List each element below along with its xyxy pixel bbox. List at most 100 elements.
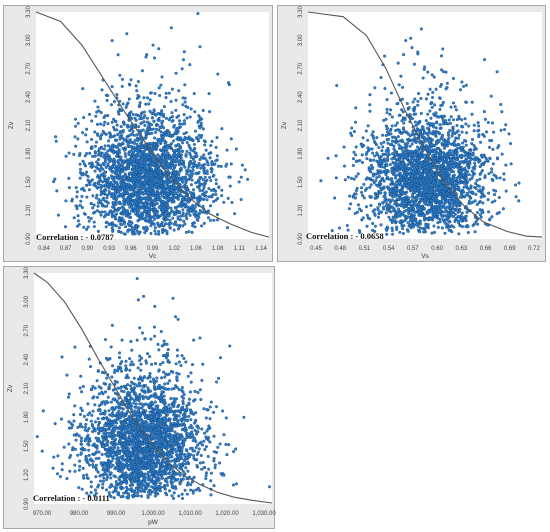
scatter-point (117, 168, 121, 172)
scatter-point (444, 87, 448, 91)
scatter-point (351, 157, 355, 161)
scatter-point (407, 211, 411, 215)
scatter-point (215, 213, 220, 217)
scatter-point (457, 221, 461, 225)
scatter-point (146, 218, 150, 223)
scatter-point (201, 188, 205, 193)
scatter-point (186, 200, 190, 204)
scatter-point (160, 201, 164, 206)
scatter-point (87, 112, 92, 116)
scatter-point (193, 110, 197, 114)
scatter-point (114, 120, 118, 124)
scatter-point (398, 157, 402, 161)
scatter-point (426, 133, 430, 137)
scatter-point (449, 158, 453, 162)
scatter-point (182, 113, 186, 117)
scatter-point (326, 156, 330, 160)
scatter-point (422, 140, 426, 144)
scatter-point (410, 198, 414, 202)
scatter-point (187, 165, 191, 169)
scatter-point (490, 215, 494, 219)
scatter-point (473, 164, 477, 168)
scatter-point (103, 170, 107, 174)
scatter-point (369, 177, 373, 181)
scatter-point (94, 140, 98, 144)
scatter-point (426, 226, 430, 230)
scatter-point (487, 172, 491, 176)
scatter-point (206, 216, 210, 220)
scatter-point (122, 138, 126, 142)
scatter-point (396, 189, 400, 193)
scatter-point (190, 138, 194, 142)
scatter-point (111, 229, 115, 233)
scatter-point (214, 193, 218, 197)
scatter-point (91, 164, 95, 168)
scatter-point (400, 119, 404, 123)
scatter-point (416, 99, 420, 103)
scatter-point (82, 212, 86, 216)
scatter-point (477, 124, 481, 128)
scatter-point (402, 173, 406, 177)
scatter-point (471, 174, 475, 178)
scatter-point (164, 116, 169, 120)
scatter-point (164, 91, 168, 95)
scatter-point (204, 179, 208, 184)
scatter-point (439, 137, 443, 141)
scatter-point (381, 145, 385, 149)
scatter-point (246, 177, 250, 181)
scatter-point (371, 151, 375, 155)
scatter-point (140, 121, 144, 125)
scatter-point (431, 181, 435, 185)
scatter-point (392, 161, 396, 165)
scatter-point (143, 231, 147, 235)
scatter-point (202, 153, 206, 157)
scatter-point (359, 186, 364, 190)
scatter-point (479, 191, 483, 195)
scatter-point (419, 191, 423, 195)
scatter-point (95, 122, 99, 126)
scatter-point (118, 150, 122, 155)
scatter-point (483, 58, 487, 62)
scatter-point (126, 167, 131, 171)
scatter-point (388, 163, 392, 167)
scatter-point (423, 185, 427, 189)
scatter-point (178, 162, 182, 166)
scatter-point (438, 96, 442, 100)
scatter-point (457, 169, 461, 173)
scatter-point (447, 150, 451, 154)
scatter-point (78, 162, 82, 166)
scatter-point (81, 87, 85, 91)
scatter-point (477, 184, 481, 188)
scatter-point (494, 174, 498, 178)
scatter-point (93, 169, 97, 173)
scatter-point (114, 139, 119, 143)
scatter-point (157, 186, 161, 190)
scatter-point (138, 103, 142, 107)
scatter-point (185, 205, 190, 209)
scatter-point (169, 206, 173, 210)
scatter-point (452, 187, 456, 191)
scatter-point (394, 141, 398, 145)
scatter-point (154, 177, 158, 181)
scatter-point (184, 153, 188, 157)
scatter-point (365, 224, 369, 228)
scatter-point (131, 129, 135, 133)
scatter-point (160, 109, 164, 113)
scatter-point (170, 119, 174, 123)
scatter-point (424, 153, 428, 157)
scatter-point (455, 123, 459, 127)
scatter-point (475, 211, 480, 215)
scatter-point (384, 152, 388, 156)
scatter-point (98, 210, 102, 214)
scatter-point (156, 112, 160, 116)
scatter-point (440, 103, 444, 107)
scatter-point (131, 194, 135, 198)
scatter-point (412, 139, 416, 143)
scatter-point (158, 94, 162, 98)
scatter-point (419, 155, 423, 159)
scatter-point (98, 169, 102, 173)
scatter-point (401, 126, 405, 130)
scatter-point (133, 199, 137, 204)
scatter-point (509, 162, 513, 166)
scatter-point (473, 161, 477, 165)
